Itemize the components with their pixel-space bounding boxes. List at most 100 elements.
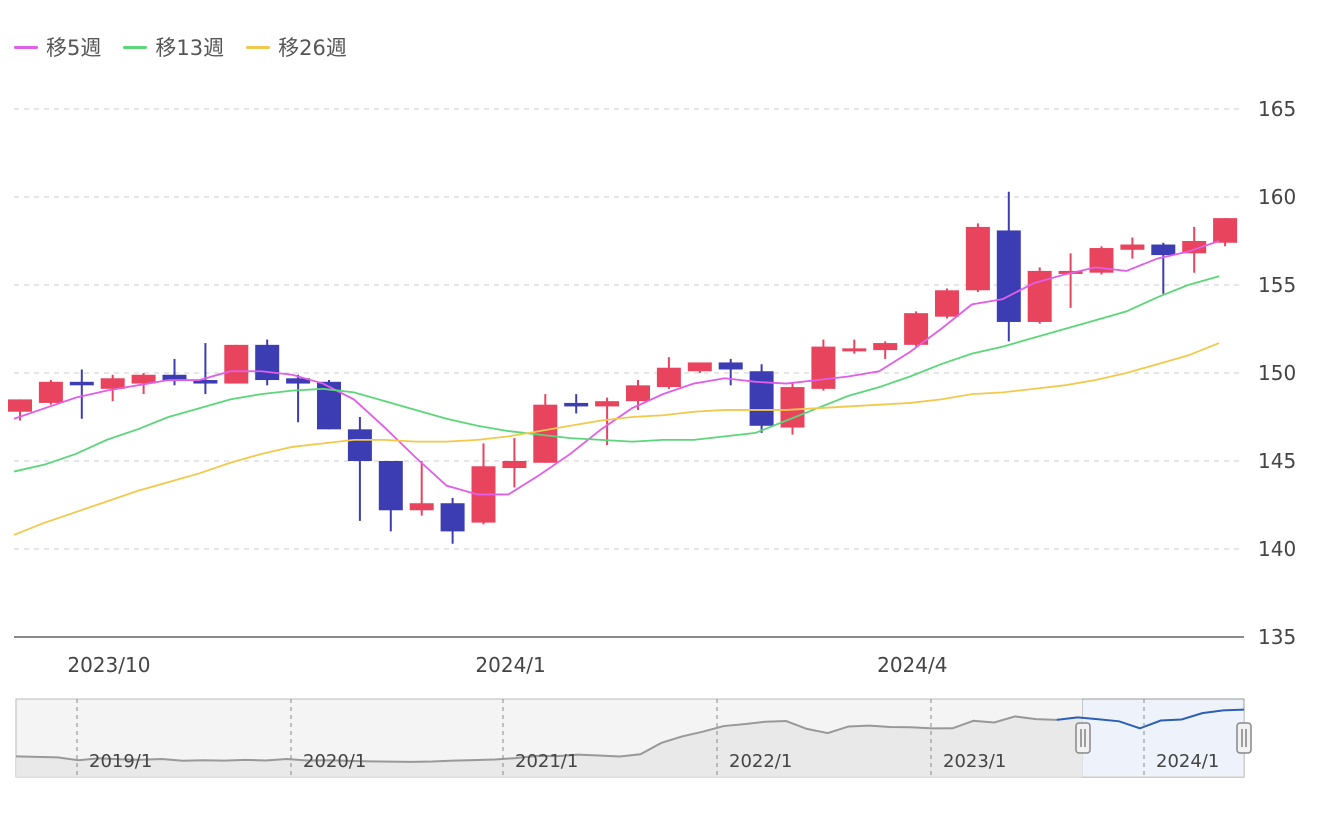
candle	[409, 461, 434, 516]
candle-body	[224, 344, 249, 384]
candle-body	[286, 378, 311, 384]
candle	[842, 339, 867, 354]
candle	[996, 191, 1021, 342]
navigator-tick-label: 2024/1	[1156, 751, 1219, 772]
candle	[100, 374, 125, 402]
candle	[38, 380, 63, 405]
moving-average-line	[13, 342, 1220, 536]
candle	[595, 397, 620, 446]
candle-body	[100, 378, 125, 389]
candle-body	[1213, 218, 1238, 243]
candle	[1027, 267, 1052, 324]
legend: 移5週 移13週 移26週	[14, 32, 347, 62]
candle	[440, 497, 465, 544]
y-tick-label: 150	[1258, 361, 1296, 385]
candle-body	[626, 385, 650, 402]
candle	[1120, 237, 1145, 259]
legend-item-ma13[interactable]: 移13週	[123, 32, 224, 62]
x-axis-ticks: 2023/10 2024/1 2024/4	[67, 653, 947, 677]
candle-body	[1151, 244, 1176, 256]
y-axis-ticks: 135 140 145 150 155 160 165	[1258, 97, 1296, 649]
navigator-area	[16, 709, 1244, 777]
candles	[8, 191, 1238, 544]
candle	[69, 369, 94, 419]
y-tick-label: 135	[1258, 625, 1296, 649]
candle-body	[8, 399, 32, 412]
candle-body	[687, 362, 712, 372]
candle-body	[656, 367, 681, 388]
candle	[502, 438, 527, 488]
y-tick-label: 160	[1258, 185, 1296, 209]
candle-body	[904, 313, 929, 345]
legend-swatch-ma26	[246, 45, 271, 49]
candle	[1089, 246, 1114, 275]
y-tick-label: 140	[1258, 537, 1296, 561]
candle-body	[255, 344, 280, 381]
candle-body	[873, 343, 898, 351]
candle-body	[131, 374, 156, 384]
y-tick-label: 145	[1258, 449, 1296, 473]
legend-label-ma26: 移26週	[278, 36, 347, 60]
candle-body	[69, 381, 94, 386]
x-tick-label: 2023/10	[67, 653, 150, 677]
candle	[224, 344, 249, 384]
candle-body	[378, 461, 403, 511]
candle-body	[996, 230, 1021, 322]
navigator-selected-line	[1056, 708, 1245, 730]
candle	[471, 443, 496, 525]
candle	[1058, 253, 1083, 308]
legend-item-ma26[interactable]: 移26週	[246, 32, 347, 62]
legend-label-ma5: 移5週	[46, 36, 102, 60]
candle	[904, 311, 929, 347]
candle-body	[811, 346, 836, 389]
legend-item-ma5[interactable]: 移5週	[14, 32, 101, 62]
candle	[749, 364, 774, 433]
candle-body	[595, 401, 620, 407]
candle	[347, 417, 372, 521]
candle	[687, 362, 712, 373]
candle-body	[1120, 244, 1145, 250]
candle-body	[409, 503, 434, 511]
candle-body	[749, 371, 774, 426]
legend-label-ma13: 移13週	[155, 36, 225, 60]
candle-body	[842, 348, 867, 352]
y-tick-label: 165	[1258, 97, 1296, 121]
navigator-handle-right[interactable]	[1236, 722, 1252, 754]
candle-body	[193, 380, 218, 384]
navigator-tick-label: 2019/1	[89, 751, 152, 772]
y-tick-label: 155	[1258, 273, 1296, 297]
candle-body	[718, 362, 743, 370]
grid-lines	[14, 108, 1244, 638]
candle	[1213, 218, 1238, 247]
candle	[564, 394, 589, 414]
handle-body	[1075, 722, 1091, 754]
candle	[718, 358, 743, 386]
legend-swatch-ma13	[123, 45, 148, 49]
x-tick-label: 2024/4	[877, 653, 947, 677]
candle	[255, 339, 280, 386]
navigator-selection-fill	[1083, 700, 1243, 776]
candle	[811, 339, 836, 391]
candle	[873, 341, 898, 359]
candle	[965, 223, 990, 293]
navigator-tick-label: 2021/1	[515, 751, 578, 772]
range-navigator[interactable]: 2019/1 2020/1 2021/1 2022/1 2023/1 2024/1	[15, 698, 1252, 778]
candle	[193, 343, 218, 395]
navigator-line	[15, 715, 1057, 763]
candle-body	[965, 226, 990, 291]
moving-average-lines	[13, 240, 1220, 536]
navigator-handle-left[interactable]	[1075, 722, 1091, 754]
navigator-tick-label: 2020/1	[303, 751, 366, 772]
legend-swatch-ma5	[14, 45, 38, 49]
candle-body	[38, 381, 63, 403]
candle-body	[347, 429, 372, 461]
candle-body	[935, 290, 959, 317]
candle	[1151, 242, 1176, 294]
candle-body	[502, 461, 527, 469]
candle	[378, 461, 403, 532]
navigator-tick-label: 2022/1	[729, 751, 792, 772]
handle-body	[1236, 722, 1252, 754]
moving-average-line	[13, 275, 1220, 473]
